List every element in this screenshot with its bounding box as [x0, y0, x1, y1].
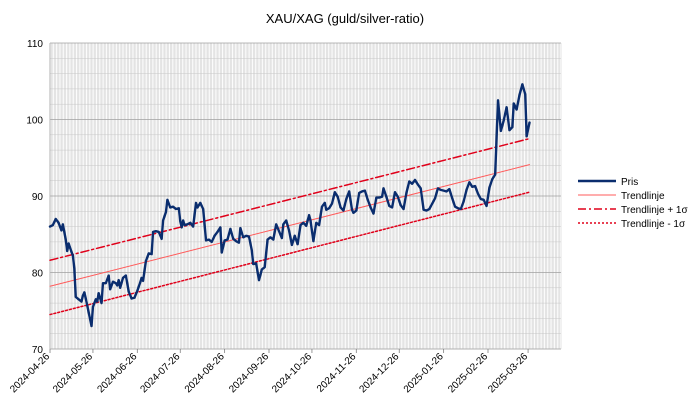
legend: Pris Trendlinje Trendlinje + 1σ Trendlinje …	[578, 177, 688, 230]
y-tick-label: 80	[32, 269, 44, 280]
series-line-trendlinje-1	[49, 137, 531, 262]
y-tick-label: 70	[32, 345, 44, 356]
x-tick-label: 2024-06-26	[95, 351, 139, 395]
legend-label: Trendlinje - 1σ	[621, 219, 686, 230]
series-line-trendlinje-1	[49, 191, 531, 316]
x-tick-label: 2024-04-26	[8, 351, 52, 395]
x-tick-label: 2025-02-26	[446, 351, 490, 395]
x-tick-label: 2024-12-26	[357, 351, 401, 395]
x-tick-label: 2025-03-26	[486, 351, 530, 395]
x-tick-label: 2025-01-26	[402, 351, 446, 395]
x-tick-label: 2024-09-26	[227, 351, 271, 395]
series-layer	[48, 83, 531, 328]
y-tick-label: 90	[32, 192, 44, 203]
x-tick-label: 2024-08-26	[183, 351, 227, 395]
chart-title: XAU/XAG (guld/silver-ratio)	[266, 11, 424, 26]
x-tick-label: 2024-07-26	[138, 351, 182, 395]
x-tick-label: 2024-11-26	[315, 351, 359, 395]
legend-label: Trendlinje	[621, 191, 665, 202]
x-tick-label: 2024-10-26	[270, 351, 314, 395]
y-tick-label: 110	[27, 39, 43, 50]
legend-label: Trendlinje + 1σ	[621, 205, 688, 216]
x-tick-label: 2024-05-26	[51, 351, 95, 395]
y-axis: 70 80 90 100 110	[26, 39, 43, 356]
legend-label: Pris	[621, 177, 638, 188]
y-tick-label: 100	[26, 116, 43, 127]
series-line-trendlinje	[49, 164, 531, 287]
series-line-pris	[48, 83, 531, 328]
